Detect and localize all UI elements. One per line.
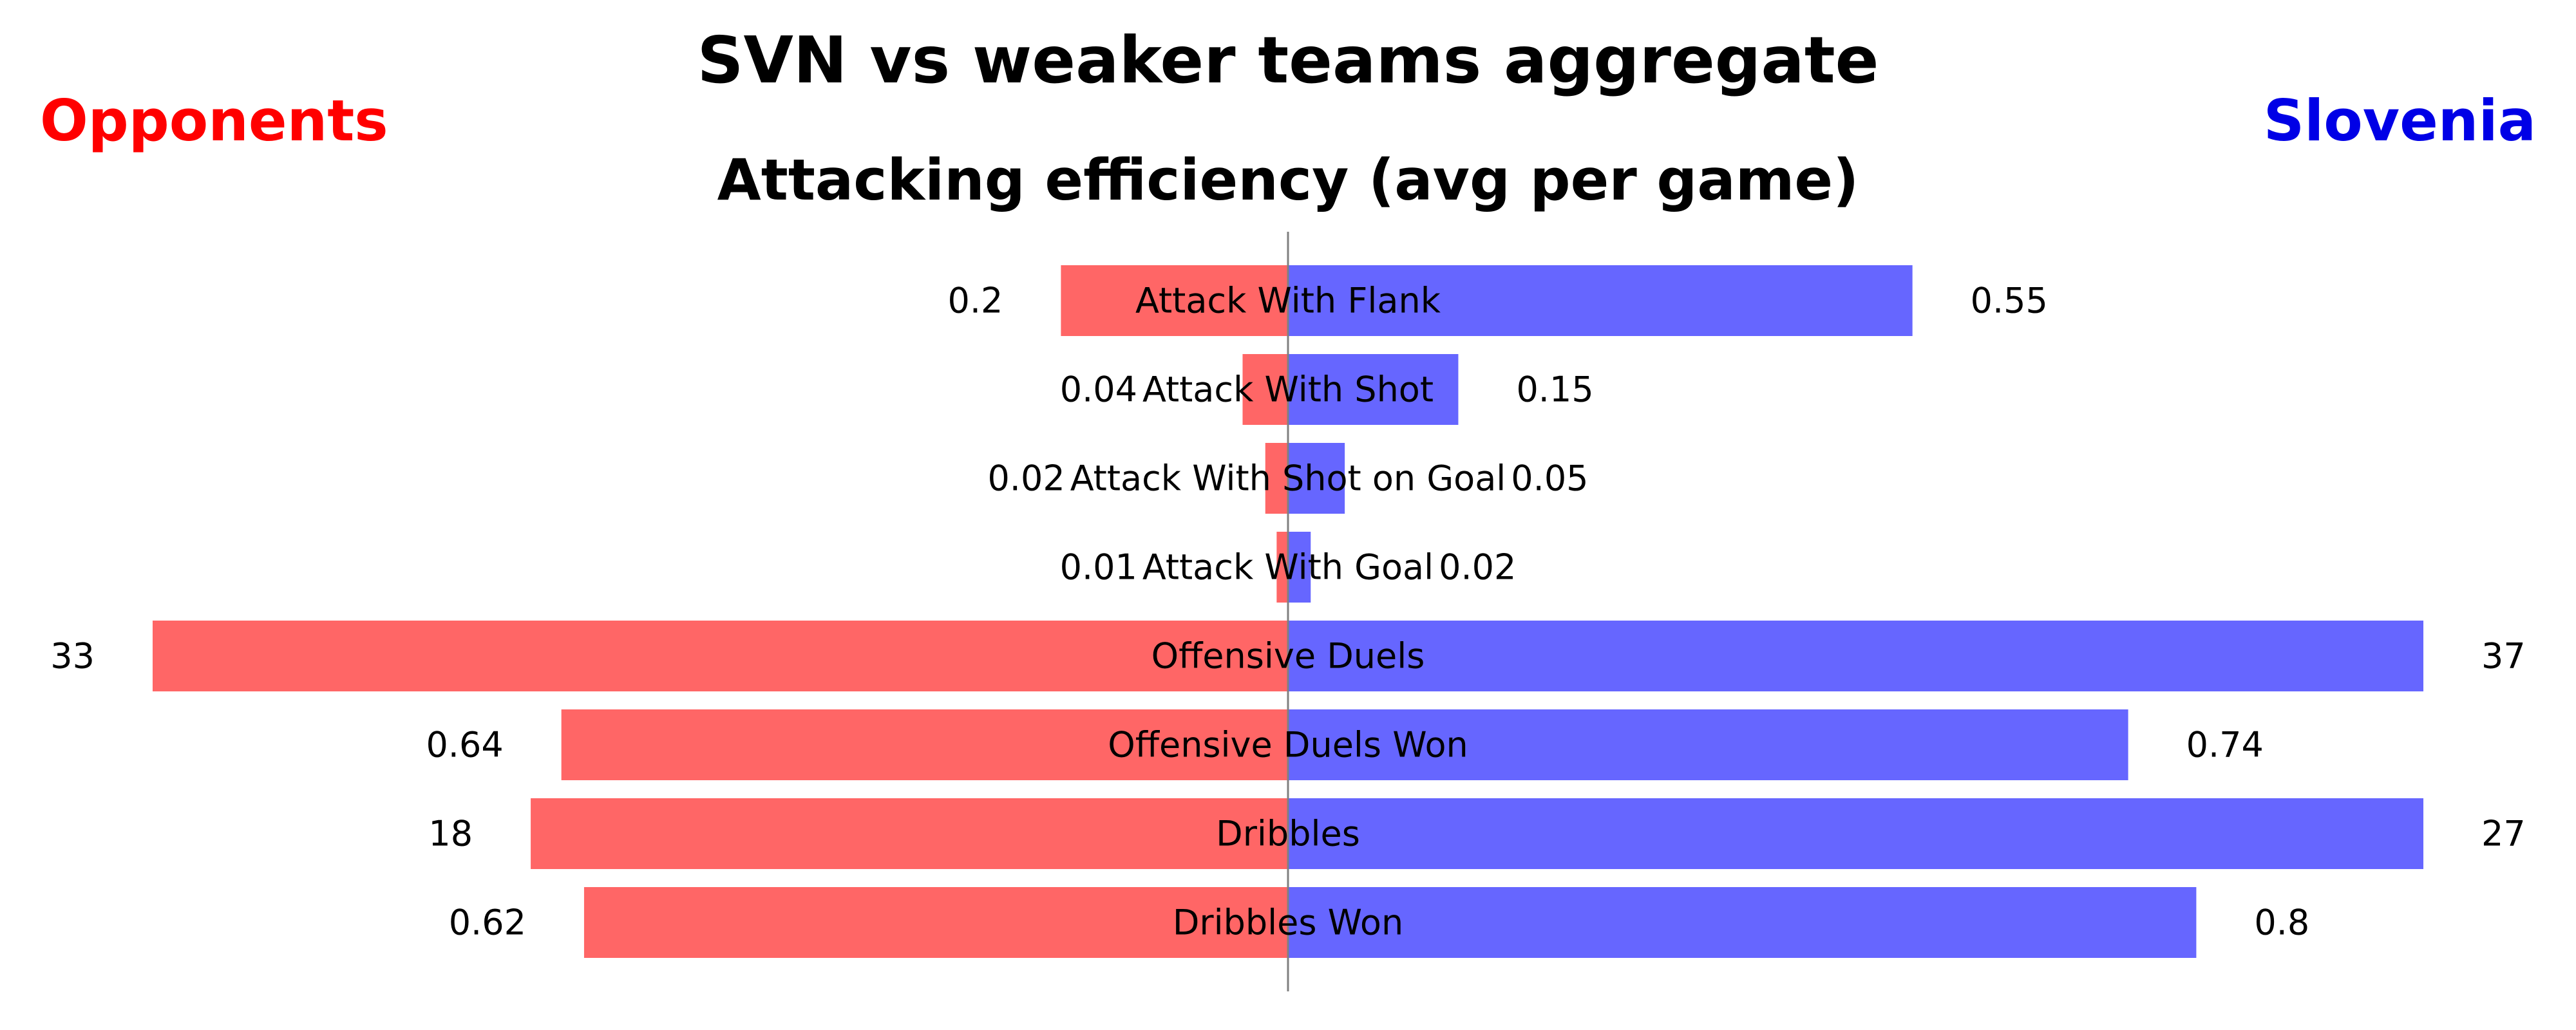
value-label-opponents-7: 0.62 xyxy=(449,903,526,943)
bar-opponents-6 xyxy=(531,798,1288,869)
category-label-7: Dribbles Won xyxy=(1173,903,1403,943)
bar-opponents-7 xyxy=(583,887,1289,958)
value-label-opponents-4: 33 xyxy=(50,636,95,677)
value-label-slovenia-4: 37 xyxy=(2481,636,2526,677)
bar-slovenia-2 xyxy=(1288,443,1345,514)
value-label-opponents-5: 0.64 xyxy=(426,725,503,765)
category-label-1: Attack With Shot xyxy=(1142,370,1434,410)
category-label-3: Attack With Goal xyxy=(1142,547,1434,588)
value-label-slovenia-7: 0.8 xyxy=(2254,903,2309,943)
value-label-slovenia-1: 0.15 xyxy=(1516,370,1593,410)
value-label-slovenia-3: 0.02 xyxy=(1439,547,1516,588)
bar-slovenia-0 xyxy=(1288,265,1913,336)
value-label-slovenia-0: 0.55 xyxy=(1971,281,2048,321)
chart-title: SVN vs weaker teams aggregate xyxy=(697,23,1879,98)
bar-slovenia-1 xyxy=(1288,354,1459,425)
bar-slovenia-7 xyxy=(1288,887,2197,958)
value-label-opponents-3: 0.01 xyxy=(1060,547,1137,588)
bar-slovenia-4 xyxy=(1288,621,2423,691)
value-label-slovenia-2: 0.05 xyxy=(1511,458,1588,499)
bar-opponents-5 xyxy=(561,709,1289,780)
category-label-5: Offensive Duels Won xyxy=(1108,725,1468,765)
bar-slovenia-5 xyxy=(1288,709,2128,780)
right-team-label: Slovenia xyxy=(2264,88,2536,154)
category-label-4: Offensive Duels xyxy=(1151,636,1425,677)
value-label-opponents-2: 0.02 xyxy=(987,458,1065,499)
category-label-6: Dribbles xyxy=(1216,814,1360,854)
value-label-opponents-0: 0.2 xyxy=(948,281,1003,321)
bar-opponents-2 xyxy=(1265,443,1288,514)
labels-group: Attack With Flank 0.2 0.55 Attack With Shot… xyxy=(50,281,2525,943)
bar-slovenia-6 xyxy=(1288,798,2423,869)
left-team-label: Opponents xyxy=(40,88,388,154)
bar-opponents-3 xyxy=(1276,532,1288,603)
category-label-2: Attack With Shot on Goal xyxy=(1070,458,1506,499)
bars-group xyxy=(153,265,2423,958)
bar-opponents-0 xyxy=(1061,265,1288,336)
bar-opponents-1 xyxy=(1242,354,1288,425)
category-label-0: Attack With Flank xyxy=(1135,281,1441,321)
value-label-opponents-6: 18 xyxy=(428,814,473,854)
chart-subtitle: Attacking efficiency (avg per game) xyxy=(717,147,1859,213)
value-label-slovenia-5: 0.74 xyxy=(2186,725,2264,765)
bar-slovenia-3 xyxy=(1288,532,1311,603)
value-label-slovenia-6: 27 xyxy=(2481,814,2526,854)
value-label-opponents-1: 0.04 xyxy=(1060,370,1137,410)
bar-opponents-4 xyxy=(153,621,1288,691)
